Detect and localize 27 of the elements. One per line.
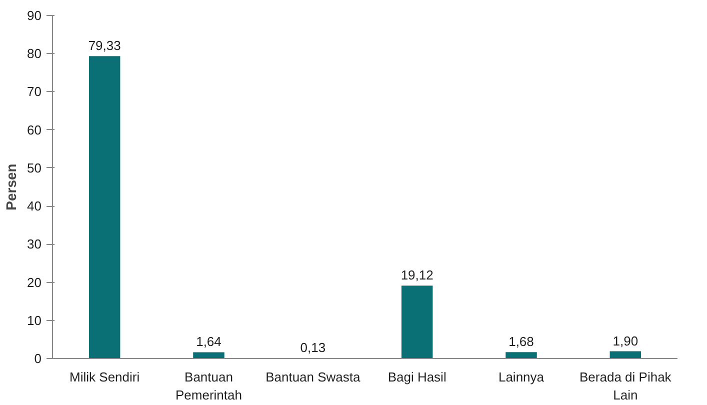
x-tick-label: Bantuan Swasta [266,370,362,384]
data-label: 0,13 [300,340,326,356]
y-tick-label: 0 [34,351,42,366]
y-tick-label: 70 [27,84,42,100]
bar [193,352,224,358]
y-tick-label: 80 [27,46,42,62]
bar [88,56,120,358]
y-tick-label: 10 [27,312,42,328]
y-axis-title: Persen [3,164,20,210]
y-tick-label: 40 [27,198,42,214]
y-tick-label: 20 [27,274,42,290]
y-tick-label: 30 [27,236,42,252]
y-tick-label: 50 [27,160,42,176]
bar [506,352,537,358]
data-label: 1,90 [612,333,638,348]
x-tick-label: Lainnya [498,370,545,384]
x-tick-label: Bantuan Pemerintah [176,370,242,402]
bar [401,286,433,358]
data-label: 79,33 [88,38,121,54]
data-label: 19,12 [400,268,434,283]
data-label: 1,64 [196,334,222,350]
x-tick-label: Bagi Hasil [388,370,446,384]
x-tick-label: Milik Sendiri [70,370,140,384]
y-tick-label: 60 [27,122,42,138]
data-label: 1,68 [508,334,534,350]
x-tick-label: Berada di Pihak Lain [580,370,672,402]
y-tick-label: 90 [27,8,42,23]
